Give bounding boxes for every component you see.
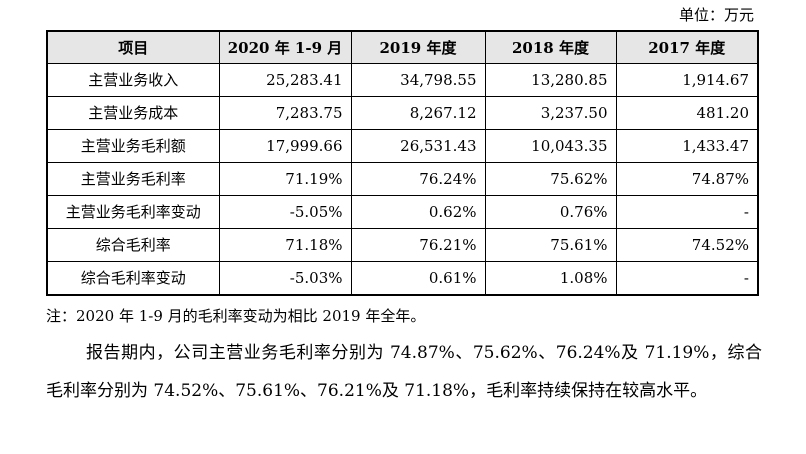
table-footnote: 注：2020 年 1-9 月的毛利率变动为相比 2019 年全年。 bbox=[46, 307, 426, 325]
body-paragraph: 报告期内，公司主营业务毛利率分别为 74.87%、75.62%、76.24%及 … bbox=[46, 343, 762, 401]
cell-value: 8,267.12 bbox=[350, 96, 486, 130]
cell-value: 74.87% bbox=[615, 162, 759, 196]
cell-value: 7,283.75 bbox=[218, 96, 352, 130]
cell-value: 481.20 bbox=[615, 96, 759, 130]
cell-value: 71.18% bbox=[218, 228, 352, 262]
table-header-row: 项目 2020 年 1-9 月 2019 年度 2018 年度 2017 年度 bbox=[46, 30, 759, 64]
cell-value: 0.76% bbox=[484, 195, 617, 229]
cell-value: 1,433.47 bbox=[615, 129, 759, 163]
row-label: 主营业务收入 bbox=[46, 63, 220, 97]
cell-value: 76.21% bbox=[350, 228, 486, 262]
table-row: 主营业务毛利额 17,999.66 26,531.43 10,043.35 1,… bbox=[46, 129, 759, 163]
cell-value: 1,914.67 bbox=[615, 63, 759, 97]
cell-value: 10,043.35 bbox=[484, 129, 617, 163]
cell-value: 0.62% bbox=[350, 195, 486, 229]
cell-value: 74.52% bbox=[615, 228, 759, 262]
cell-value: 13,280.85 bbox=[484, 63, 617, 97]
header-2020-q1-q3: 2020 年 1-9 月 bbox=[218, 30, 352, 64]
table-row: 综合毛利率 71.18% 76.21% 75.61% 74.52% bbox=[46, 228, 759, 262]
table-row: 主营业务毛利率变动 -5.05% 0.62% 0.76% - bbox=[46, 195, 759, 229]
cell-value: 3,237.50 bbox=[484, 96, 617, 130]
cell-value: 25,283.41 bbox=[218, 63, 352, 97]
table-row: 主营业务成本 7,283.75 8,267.12 3,237.50 481.20 bbox=[46, 96, 759, 130]
row-label: 主营业务毛利率变动 bbox=[46, 195, 220, 229]
cell-value: -5.03% bbox=[218, 261, 352, 296]
row-label: 主营业务毛利率 bbox=[46, 162, 220, 196]
row-label: 综合毛利率变动 bbox=[46, 261, 220, 296]
header-item: 项目 bbox=[46, 30, 220, 64]
cell-value: 75.62% bbox=[484, 162, 617, 196]
table-row: 综合毛利率变动 -5.03% 0.61% 1.08% - bbox=[46, 261, 759, 296]
unit-label: 单位：万元 bbox=[678, 6, 754, 24]
gross-margin-table: 项目 2020 年 1-9 月 2019 年度 2018 年度 2017 年度 … bbox=[46, 30, 759, 296]
cell-value: 1.08% bbox=[484, 261, 617, 296]
cell-value: 17,999.66 bbox=[218, 129, 352, 163]
row-label: 主营业务毛利额 bbox=[46, 129, 220, 163]
cell-value: 34,798.55 bbox=[350, 63, 486, 97]
table-row: 主营业务收入 25,283.41 34,798.55 13,280.85 1,9… bbox=[46, 63, 759, 97]
cell-value: - bbox=[615, 195, 759, 229]
cell-value: 76.24% bbox=[350, 162, 486, 196]
cell-value: 71.19% bbox=[218, 162, 352, 196]
row-label: 综合毛利率 bbox=[46, 228, 220, 262]
row-label: 主营业务成本 bbox=[46, 96, 220, 130]
cell-value: 26,531.43 bbox=[350, 129, 486, 163]
header-2018: 2018 年度 bbox=[484, 30, 617, 64]
cell-value: -5.05% bbox=[218, 195, 352, 229]
header-2019: 2019 年度 bbox=[350, 30, 486, 64]
header-2017: 2017 年度 bbox=[615, 30, 759, 64]
cell-value: 0.61% bbox=[350, 261, 486, 296]
cell-value: - bbox=[615, 261, 759, 296]
cell-value: 75.61% bbox=[484, 228, 617, 262]
table-row: 主营业务毛利率 71.19% 76.24% 75.62% 74.87% bbox=[46, 162, 759, 196]
